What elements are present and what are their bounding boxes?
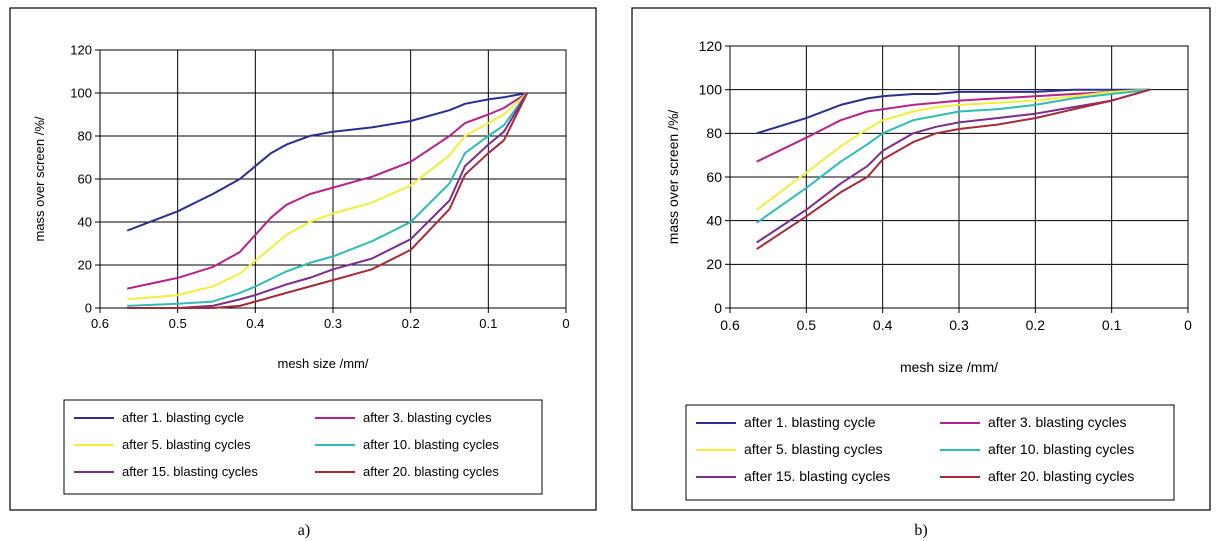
x-tick-label: 0.1 <box>479 316 497 331</box>
y-tick-label: 120 <box>70 43 92 58</box>
series-line-5 <box>127 92 529 309</box>
legend-label: after 15. blasting cycles <box>122 464 258 479</box>
series-line-3 <box>756 88 1150 211</box>
chart-a-legend: after 1. blasting cycle after 3. blasting… <box>63 399 543 495</box>
x-tick-label: 0.5 <box>797 317 817 333</box>
series-line-1 <box>126 92 528 232</box>
x-tick-label: 0.3 <box>324 316 342 331</box>
chart-a-y-axis-label: mass over screen /%/ <box>32 116 47 241</box>
series-line-4 <box>756 88 1150 224</box>
x-tick-label: 0 <box>1184 317 1192 333</box>
y-tick-label: 100 <box>70 86 92 101</box>
legend-label: after 5. blasting cycles <box>744 441 883 457</box>
caption-a: a) <box>298 522 310 539</box>
series-line-6 <box>756 88 1151 250</box>
legend-label: after 10. blasting cycles <box>363 437 499 452</box>
x-tick-label: 0 <box>562 316 569 331</box>
series-line-3 <box>127 92 528 301</box>
y-tick-label: 0 <box>714 300 722 316</box>
legend-label: after 1. blasting cycle <box>744 414 876 430</box>
y-tick-label: 40 <box>706 213 722 229</box>
chart-a: 0 20 40 60 80 100 120 0.6 0.5 0.4 0.3 0.2 0.1 0 mesh s… <box>32 43 570 495</box>
x-tick-label: 0.2 <box>402 316 420 331</box>
y-tick-label: 0 <box>85 301 92 316</box>
legend-label: after 10. blasting cycles <box>988 441 1134 457</box>
x-tick-label: 0.1 <box>1102 317 1122 333</box>
caption-b: b) <box>914 522 927 539</box>
x-tick-label: 0.3 <box>949 317 969 333</box>
legend-label: after 5. blasting cycles <box>122 437 251 452</box>
legend-label: after 15. blasting cycles <box>744 468 890 484</box>
legend-label: after 1. blasting cycle <box>122 410 244 425</box>
y-tick-label: 100 <box>699 82 723 98</box>
series-line-4 <box>127 92 529 307</box>
series-line-2 <box>126 92 528 290</box>
chart-b: 0 20 40 60 80 100 120 0.6 0.5 0.4 0.3 0.2 0.1 0 mesh s… <box>665 38 1192 501</box>
series-line-6 <box>127 92 529 309</box>
y-tick-label: 40 <box>78 215 92 230</box>
series-line-5 <box>756 88 1151 244</box>
y-tick-label: 60 <box>78 172 92 187</box>
x-tick-label: 0.4 <box>873 317 893 333</box>
chart-a-x-axis-label: mesh size /mm/ <box>277 356 368 371</box>
x-tick-label: 0.6 <box>91 316 109 331</box>
x-tick-label: 0.2 <box>1026 317 1046 333</box>
x-tick-label: 0.6 <box>720 317 740 333</box>
legend-label: after 20. blasting cycles <box>988 468 1134 484</box>
y-tick-label: 20 <box>706 256 722 272</box>
x-tick-label: 0.4 <box>246 316 264 331</box>
y-tick-label: 60 <box>706 169 722 185</box>
legend-label: after 3. blasting cycles <box>363 410 492 425</box>
chart-b-x-axis-label: mesh size /mm/ <box>900 359 998 375</box>
legend-label: after 3. blasting cycles <box>988 414 1127 430</box>
legend-label: after 20. blasting cycles <box>363 464 499 479</box>
series-line-1 <box>756 88 1150 135</box>
chart-b-y-axis-label: mass over screen /%/ <box>665 110 681 245</box>
y-tick-label: 120 <box>699 38 723 54</box>
x-tick-label: 0.5 <box>169 316 187 331</box>
chart-b-legend: after 1. blasting cycle after 3. blasting… <box>685 404 1175 501</box>
legend-box <box>685 404 1175 501</box>
y-tick-label: 80 <box>706 125 722 141</box>
y-tick-label: 20 <box>78 258 92 273</box>
y-tick-label: 80 <box>78 129 92 144</box>
series-line-2 <box>756 88 1150 163</box>
legend-box <box>63 399 543 495</box>
